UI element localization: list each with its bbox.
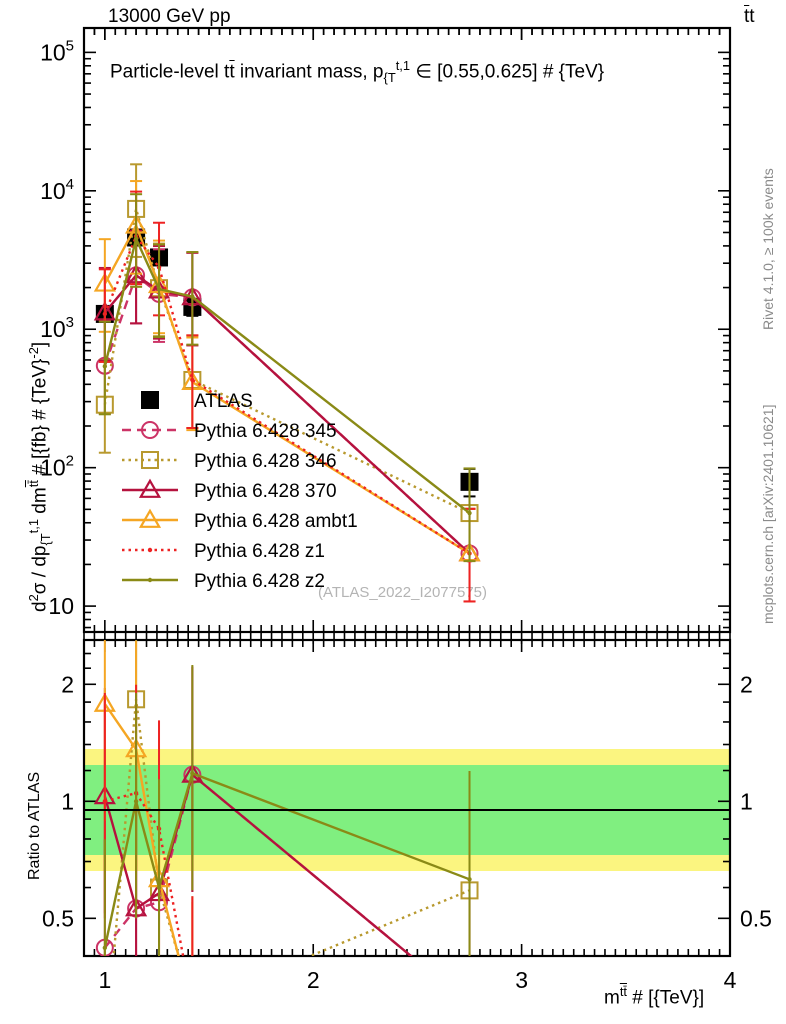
analysis-id-watermark: (ATLAS_2022_I2077575) xyxy=(318,584,488,601)
y-tick-label-1e3: 103 xyxy=(40,314,74,342)
x-tick-label-2: 2 xyxy=(307,967,320,993)
title-sub: {T xyxy=(383,70,396,86)
legend: ATLAS Pythia 6.428 345 Pythia 6.428 346 Pyt… xyxy=(122,391,358,592)
ratio-series-group xyxy=(93,640,479,1017)
legend-label: Pythia 6.428 z1 xyxy=(194,541,325,562)
main-panel-frame xyxy=(82,26,732,634)
data-point-marker xyxy=(102,364,108,369)
legend-item-Pythia-6-428-370[interactable]: Pythia 6.428 370 xyxy=(122,478,337,502)
data-point-marker xyxy=(156,885,162,890)
legend-label: Pythia 6.428 ambt1 xyxy=(194,511,358,532)
data-point-marker xyxy=(102,311,108,317)
main-series-group xyxy=(93,163,481,603)
data-point-marker xyxy=(460,995,478,1011)
legend-item-Pythia-6-428-346[interactable]: Pythia 6.428 346 xyxy=(122,451,337,472)
data-point-marker xyxy=(467,510,472,516)
x-tick-label-1: 1 xyxy=(98,967,111,993)
band-step-b xyxy=(84,749,130,761)
data-point-marker xyxy=(147,577,153,583)
data-point-marker xyxy=(141,391,159,409)
data-point-marker xyxy=(138,508,162,528)
band-step-a xyxy=(84,745,148,749)
y-tick-label-1e5: 105 xyxy=(40,37,74,65)
band-step-d xyxy=(84,855,334,867)
title-part-b: t xyxy=(229,61,235,83)
data-point-marker xyxy=(102,945,108,950)
ratio-tick-label-left-1: 1 xyxy=(61,788,74,814)
ratio-line-Pythia-6-428-345 xyxy=(103,772,413,956)
header-process-label: tt xyxy=(744,6,755,27)
data-point-marker xyxy=(156,286,162,292)
x-axis-label: mtt̄ # [{TeV}] xyxy=(604,984,704,1009)
legend-label: Pythia 6.428 370 xyxy=(194,481,337,502)
title-part-a: Particle-level t xyxy=(110,61,230,83)
legend-label: Pythia 6.428 z2 xyxy=(194,571,325,592)
ratio-tick-label-right-1: 1 xyxy=(740,788,753,814)
data-point-marker xyxy=(190,771,195,776)
legend-item-ATLAS[interactable]: ATLAS xyxy=(141,391,253,412)
legend-item-Pythia-6-428-345[interactable]: Pythia 6.428 345 xyxy=(122,421,337,442)
data-point-marker xyxy=(141,421,159,439)
data-point-marker xyxy=(190,377,195,383)
band-step-c xyxy=(130,757,166,765)
plot-title: Particle-level tt invariant mass, p{Tt,1… xyxy=(110,58,604,85)
xlabel-units: # [{TeV}] xyxy=(627,987,705,1009)
data-point-marker xyxy=(467,877,472,882)
data-point-marker xyxy=(133,236,139,242)
data-point-marker xyxy=(138,478,162,498)
data-point-marker xyxy=(462,997,478,1013)
legend-label: ATLAS xyxy=(194,391,253,412)
data-point-marker xyxy=(190,1002,194,1006)
header-beam-label: 13000 GeV pp xyxy=(108,6,231,27)
data-point-marker xyxy=(460,995,478,1011)
xlabel-sup: tt̄ xyxy=(619,984,627,999)
title-part-d: ∈ [0.55,0.625] # {TeV} xyxy=(410,61,605,83)
ratio-tick-label-left-0.5: 0.5 xyxy=(42,905,74,931)
legend-label: Pythia 6.428 346 xyxy=(194,451,337,472)
ratio-tick-label-right-0.5: 0.5 xyxy=(740,905,772,931)
ratio-tick-label-left-2: 2 xyxy=(61,671,74,697)
x-tick-label-3: 3 xyxy=(515,967,528,993)
xlabel-m: m xyxy=(604,987,620,1009)
data-point-marker xyxy=(147,547,153,553)
data-point-marker xyxy=(183,1001,201,1017)
ratio-line-Pythia-6-428-z1 xyxy=(104,791,185,956)
data-point-marker xyxy=(467,1002,471,1006)
data-point-marker xyxy=(141,451,159,469)
legend-item-Pythia-6-428-ambt1[interactable]: Pythia 6.428 ambt1 xyxy=(122,508,358,532)
title-part-c: invariant mass, p xyxy=(234,61,384,83)
legend-label: Pythia 6.428 345 xyxy=(194,421,337,442)
ratio-tick-label-right-2: 2 xyxy=(740,671,753,697)
y-tick-label-10: 10 xyxy=(48,593,74,619)
ratio-uncertainty-bands xyxy=(84,745,730,871)
y-tick-label-1e4: 104 xyxy=(40,176,74,204)
y-tick-label-1e2: 102 xyxy=(40,453,74,481)
legend-item-Pythia-6-428-z2[interactable]: Pythia 6.428 z2 xyxy=(122,571,325,592)
data-point-marker xyxy=(190,294,195,299)
legend-item-Pythia-6-428-z1[interactable]: Pythia 6.428 z1 xyxy=(122,541,325,562)
x-tick-label-4: 4 xyxy=(724,967,737,993)
data-point-marker xyxy=(184,997,200,1013)
title-sup: t,1 xyxy=(395,58,411,73)
data-point-marker xyxy=(133,799,139,804)
data-point-marker xyxy=(102,799,108,804)
